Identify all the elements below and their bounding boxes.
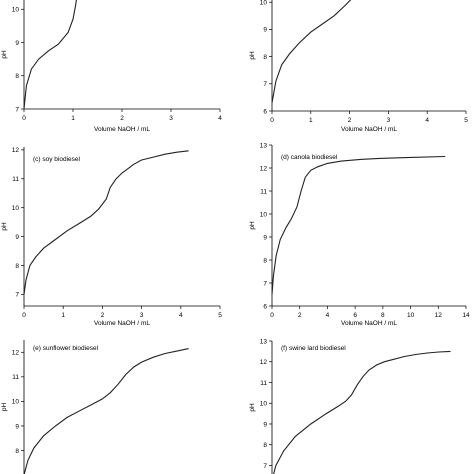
x-tick-label: 4 (179, 312, 183, 319)
y-tick-label: 12 (260, 165, 268, 172)
x-tick-label: 0 (22, 115, 26, 122)
chart-panel-4: 0 2 4 6 8 10 12 14 6 7 8 9 10 11 12 13 Volume NaOH / mL p… (249, 142, 470, 327)
y-tick-label: 11 (12, 176, 19, 183)
y-tick-label: 8 (15, 448, 19, 455)
y-axis-label: pH (1, 50, 8, 59)
y-tick-label: 10 (12, 7, 20, 14)
chart-panel-6: 7 8 9 10 11 12 13 pH (f) swine lard biodiesel (249, 338, 451, 474)
x-tick-label: 10 (407, 312, 415, 319)
panel-title: (c) soy biodiesel (33, 156, 81, 163)
x-tick-label: 3 (387, 117, 391, 124)
titration-curve (23, 0, 77, 110)
y-tick-label: 7 (263, 81, 267, 88)
y-tick-label: 10 (260, 211, 268, 218)
x-tick-label: 1 (309, 117, 313, 124)
y-tick-label: 10 (12, 205, 20, 212)
y-tick-label: 7 (263, 463, 267, 470)
y-tick-label: 7 (15, 292, 19, 299)
x-tick-label: 4 (218, 115, 222, 122)
x-tick-label: 0 (22, 312, 26, 319)
y-tick-label: 9 (15, 40, 19, 47)
x-tick-label: 14 (462, 312, 470, 319)
x-tick-label: 2 (120, 115, 124, 122)
x-tick-label: 5 (218, 312, 222, 319)
y-tick-label: 8 (263, 54, 267, 61)
y-tick-label: 8 (263, 442, 267, 449)
y-tick-label: 11 (260, 380, 267, 387)
x-tick-label: 2 (101, 312, 105, 319)
y-tick-label: 8 (263, 257, 267, 264)
y-tick-label: 12 (12, 350, 20, 357)
titration-curve (23, 348, 189, 474)
y-axis-label: pH (1, 403, 8, 412)
x-tick-label: 0 (270, 312, 274, 319)
y-tick-label: 10 (260, 0, 268, 7)
y-axis-label: pH (249, 51, 256, 60)
y-tick-label: 9 (15, 423, 19, 430)
y-tick-label: 9 (263, 421, 267, 428)
y-tick-label: 9 (15, 234, 19, 241)
y-axis-label: pH (249, 403, 256, 412)
y-axis-label: pH (249, 221, 256, 230)
x-tick-label: 3 (169, 115, 173, 122)
x-axis-label: Volume NaOH / mL (94, 320, 150, 327)
y-tick-label: 6 (263, 303, 267, 310)
x-axis-label: Volume NaOH / mL (341, 126, 397, 133)
x-tick-label: 2 (298, 312, 302, 319)
y-tick-label: 6 (263, 108, 267, 115)
y-tick-label: 13 (260, 338, 268, 345)
chart-panel-5: 8 9 10 11 12 pH (e) sunflower biodiesel (1, 340, 189, 474)
x-axis-label: Volume NaOH / mL (94, 126, 150, 133)
x-tick-label: 0 (270, 117, 274, 124)
panel-title: (d) canola biodiesel (281, 154, 338, 161)
y-tick-label: 12 (260, 359, 268, 366)
titration-curve (273, 350, 451, 474)
y-tick-label: 9 (263, 27, 267, 34)
y-tick-label: 8 (15, 263, 19, 270)
x-axis-label: Volume NaOH / mL (341, 320, 397, 327)
titration-curve (271, 155, 446, 295)
x-tick-label: 5 (464, 117, 468, 124)
titration-curve (23, 150, 189, 295)
y-tick-label: 10 (260, 401, 268, 408)
y-tick-label: 11 (12, 374, 19, 381)
y-tick-label: 10 (12, 399, 20, 406)
x-tick-label: 3 (140, 312, 144, 319)
y-tick-label: 8 (15, 73, 19, 80)
y-tick-label: 7 (263, 280, 267, 287)
panel-title: (e) sunflower biodiesel (33, 345, 99, 352)
x-tick-label: 8 (381, 312, 385, 319)
titration-curve (271, 0, 352, 103)
panel-title: (f) swine lard biodiesel (281, 345, 346, 352)
x-tick-label: 1 (71, 115, 75, 122)
chart-panel-1: 0 1 2 3 4 7 8 9 10 Volume NaOH / mL pH (1, 0, 222, 133)
y-tick-label: 7 (15, 106, 19, 113)
y-tick-label: 9 (263, 234, 267, 241)
x-tick-label: 2 (348, 117, 352, 124)
y-axis-label: pH (1, 222, 8, 231)
x-tick-label: 12 (435, 312, 443, 319)
x-tick-label: 4 (425, 117, 429, 124)
y-tick-label: 12 (12, 147, 20, 154)
y-tick-label: 13 (260, 142, 268, 149)
x-tick-label: 6 (353, 312, 357, 319)
y-tick-label: 11 (260, 188, 267, 195)
x-tick-label: 1 (61, 312, 65, 319)
chart-panel-2: 0 1 2 3 4 5 6 7 8 9 10 Volume NaOH / mL pH (249, 0, 468, 133)
x-tick-label: 4 (326, 312, 330, 319)
